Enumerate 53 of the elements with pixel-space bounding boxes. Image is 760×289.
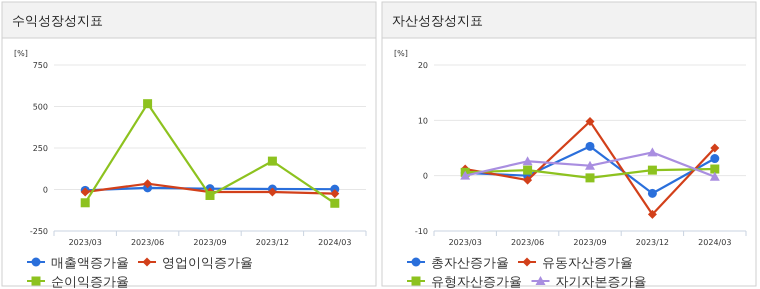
x-tick-label: 2023/06 xyxy=(510,238,544,247)
point xyxy=(523,176,532,185)
point xyxy=(460,170,470,180)
point xyxy=(143,99,152,108)
x-tick-label: 2023/09 xyxy=(193,238,227,247)
legend-label: 매출액증가율 xyxy=(51,256,129,271)
legend-label: 유동자산증가율 xyxy=(542,256,633,271)
y-tick-label: -250 xyxy=(30,227,48,236)
y-tick-label: 750 xyxy=(32,61,48,70)
y-tick-label: 20 xyxy=(418,61,428,70)
x-tick-label: 2023/12 xyxy=(256,238,290,247)
legend-label: 순이익증가율 xyxy=(51,275,129,289)
point xyxy=(586,173,594,182)
y-tick-label: 10 xyxy=(418,116,428,126)
point xyxy=(206,190,214,200)
y-tick-label: 0 xyxy=(42,186,48,194)
point xyxy=(648,188,657,198)
point xyxy=(523,166,532,175)
point xyxy=(710,154,720,164)
y-tick-label: -10 xyxy=(414,227,428,236)
point xyxy=(710,144,720,152)
chart-title: 수익성장성지표 xyxy=(12,14,103,29)
legend-label: 총자산증가율 xyxy=(431,256,509,271)
y-tick-label: 0 xyxy=(422,172,428,181)
point xyxy=(710,164,720,174)
x-tick-label: 2023/03 xyxy=(68,238,102,247)
x-tick-label: 2023/09 xyxy=(573,238,607,247)
y-tick-label: 500 xyxy=(32,102,48,112)
point xyxy=(647,147,658,156)
point xyxy=(586,142,594,151)
point xyxy=(585,160,595,170)
x-tick-label: 2024/03 xyxy=(698,238,732,247)
point xyxy=(522,156,533,166)
point xyxy=(268,156,277,166)
y-axis-title: [%] xyxy=(394,49,408,58)
point xyxy=(586,116,594,126)
y-tick-label: 250 xyxy=(32,144,48,153)
legend-label: 영업이익증가율 xyxy=(162,256,253,271)
point xyxy=(648,166,657,175)
x-tick-label: 2023/12 xyxy=(636,238,670,247)
point xyxy=(80,198,90,208)
y-axis-title: [%] xyxy=(14,49,28,58)
chart-title: 자산성장성지표 xyxy=(392,14,483,29)
point xyxy=(330,198,340,208)
point xyxy=(143,179,152,188)
x-tick-label: 2023/03 xyxy=(448,238,482,247)
point xyxy=(648,210,657,219)
legend-label: 자기자본증가율 xyxy=(556,275,646,289)
x-tick-label: 2023/06 xyxy=(130,238,164,247)
legend-label: 유형자산증가율 xyxy=(431,275,522,289)
point xyxy=(710,172,720,181)
x-tick-label: 2024/03 xyxy=(318,238,352,247)
point xyxy=(330,189,340,198)
